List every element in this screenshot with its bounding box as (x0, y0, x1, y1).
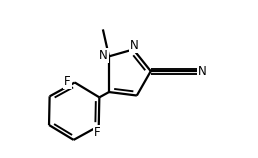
Text: F: F (64, 75, 71, 88)
Text: N: N (130, 40, 139, 52)
Text: N: N (99, 49, 108, 62)
Text: F: F (94, 126, 100, 139)
Text: N: N (198, 65, 206, 78)
